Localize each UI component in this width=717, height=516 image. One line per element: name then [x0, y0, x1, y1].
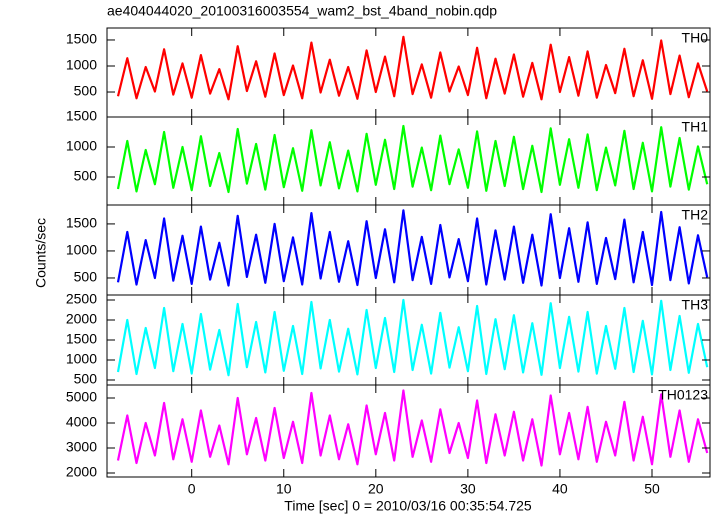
y-tick-label: 1000 — [66, 57, 97, 73]
chart-title: ae404044020_20100316003554_wam2_bst_4ban… — [107, 3, 497, 19]
x-tick-label: 20 — [368, 481, 384, 497]
x-axis-label: Time [sec] 0 = 2010/03/16 00:35:54.725 — [284, 498, 532, 514]
panel-label: TH0 — [682, 30, 709, 46]
x-tick-label: 40 — [552, 481, 568, 497]
y-tick-label: 500 — [74, 371, 98, 387]
x-tick-label: 30 — [460, 481, 476, 497]
series-line — [116, 209, 709, 287]
y-tick-label: 1000 — [66, 242, 97, 258]
y-tick-label: 2500 — [66, 291, 97, 307]
series-line — [116, 35, 709, 101]
y-tick-label: 5000 — [66, 389, 97, 405]
panel-frame — [106, 384, 711, 478]
y-tick-label: 500 — [74, 168, 98, 184]
series-line — [116, 389, 709, 467]
y-tick-label: 1500 — [66, 108, 97, 124]
y-tick-label: 1500 — [66, 215, 97, 231]
panel-label: TH2 — [682, 207, 709, 223]
x-tick-label: 10 — [276, 481, 292, 497]
x-tick-label: 0 — [188, 481, 196, 497]
y-tick-label: 1500 — [66, 331, 97, 347]
x-tick-label: 50 — [644, 481, 660, 497]
y-tick-label: 1000 — [66, 351, 97, 367]
y-tick-label: 4000 — [66, 414, 97, 430]
y-tick-label: 2000 — [66, 311, 97, 327]
series-line — [116, 298, 709, 377]
y-tick-label: 500 — [74, 83, 98, 99]
y-axis-label: Counts/sec — [33, 218, 49, 288]
panel-label: TH1 — [682, 119, 709, 135]
panel-label: TH0123 — [658, 387, 708, 403]
series-line — [116, 124, 709, 194]
y-tick-label: 500 — [74, 269, 98, 285]
y-tick-label: 3000 — [66, 439, 97, 455]
y-tick-label: 1500 — [66, 31, 97, 47]
y-tick-label: 2000 — [66, 464, 97, 480]
panel-label: TH3 — [682, 297, 709, 313]
y-tick-label: 1000 — [66, 138, 97, 154]
